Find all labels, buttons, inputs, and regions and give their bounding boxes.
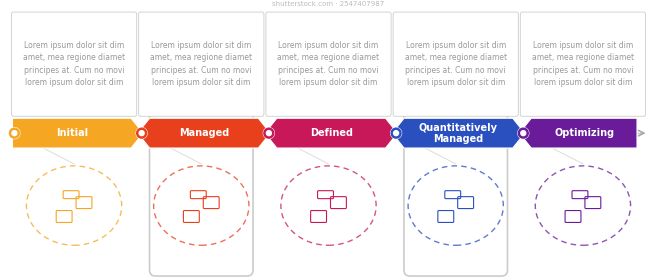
Circle shape (264, 128, 274, 138)
Circle shape (137, 128, 147, 138)
Circle shape (518, 128, 529, 139)
Polygon shape (265, 118, 397, 148)
Text: Quantitatively
Managed: Quantitatively Managed (419, 123, 498, 144)
Circle shape (136, 128, 147, 139)
Circle shape (391, 128, 401, 138)
Polygon shape (12, 118, 143, 148)
Text: Lorem ipsum dolor sit dim
amet, mea regione diamet
principes at. Cum no movi
lor: Lorem ipsum dolor sit dim amet, mea regi… (532, 41, 634, 87)
Circle shape (518, 128, 528, 138)
Text: Lorem ipsum dolor sit dim
amet, mea regione diamet
principes at. Cum no movi
lor: Lorem ipsum dolor sit dim amet, mea regi… (150, 41, 252, 87)
FancyBboxPatch shape (139, 12, 264, 116)
Polygon shape (392, 118, 525, 148)
Text: Lorem ipsum dolor sit dim
amet, mea regione diamet
principes at. Cum no movi
lor: Lorem ipsum dolor sit dim amet, mea regi… (405, 41, 507, 87)
Text: Optimizing: Optimizing (554, 128, 614, 138)
Circle shape (9, 128, 20, 139)
Circle shape (139, 131, 144, 136)
FancyBboxPatch shape (520, 12, 646, 116)
Circle shape (521, 131, 526, 136)
Circle shape (266, 131, 271, 136)
FancyBboxPatch shape (11, 12, 137, 116)
Polygon shape (138, 118, 270, 148)
Text: Defined: Defined (309, 128, 353, 138)
Circle shape (12, 131, 17, 136)
Text: Lorem ipsum dolor sit dim
amet, mea regione diamet
principes at. Cum no movi
lor: Lorem ipsum dolor sit dim amet, mea regi… (23, 41, 125, 87)
FancyBboxPatch shape (404, 110, 507, 276)
Polygon shape (519, 118, 637, 148)
Circle shape (9, 128, 20, 138)
Circle shape (394, 131, 399, 136)
Text: shutterstock.com · 2547407987: shutterstock.com · 2547407987 (273, 1, 384, 7)
Circle shape (263, 128, 275, 139)
Text: Initial: Initial (56, 128, 88, 138)
Circle shape (391, 128, 401, 139)
Text: Lorem ipsum dolor sit dim
amet, mea regione diamet
principes at. Cum no movi
lor: Lorem ipsum dolor sit dim amet, mea regi… (277, 41, 380, 87)
FancyBboxPatch shape (393, 12, 518, 116)
Text: Managed: Managed (179, 128, 229, 138)
FancyBboxPatch shape (266, 12, 391, 116)
FancyBboxPatch shape (150, 110, 253, 276)
